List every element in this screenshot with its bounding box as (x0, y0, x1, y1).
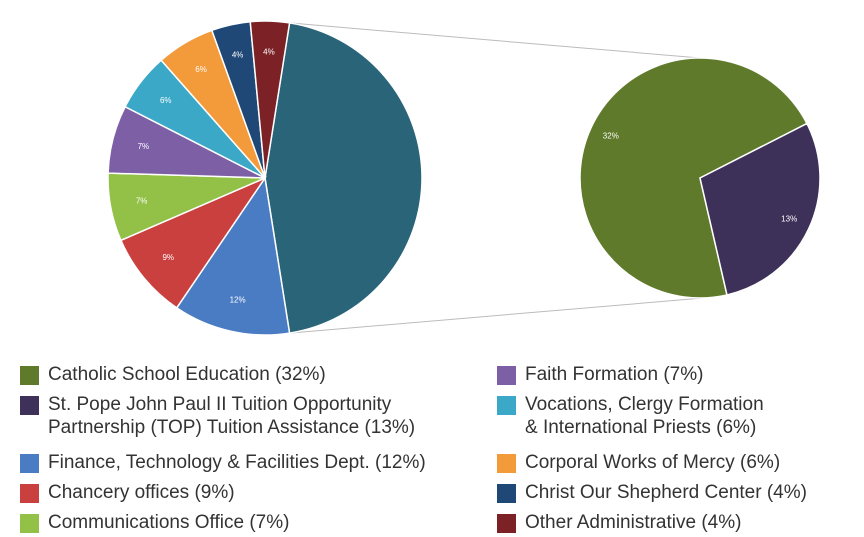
legend-label: Partnership (TOP) Tuition Assistance (13… (48, 417, 415, 438)
slice (579, 57, 808, 299)
slice (175, 176, 291, 336)
slice (119, 176, 268, 309)
connector (289, 22, 701, 59)
slice-label: 4% (232, 51, 244, 60)
slice-label: 4% (263, 48, 275, 57)
legend-swatch (497, 514, 516, 533)
slice (699, 122, 821, 296)
slice-label: 7% (136, 197, 148, 206)
legend-label: Faith Formation (7%) (525, 364, 703, 385)
combined-slice (264, 22, 423, 334)
legend-swatch (20, 366, 39, 385)
legend-label: Communications Office (7%) (48, 512, 289, 533)
legend-swatch (497, 454, 516, 473)
legend-label: Catholic School Education (32%) (48, 364, 326, 385)
slice-label: 13% (781, 215, 797, 224)
legend-label: & International Priests (6%) (525, 417, 756, 438)
slice-label: 6% (160, 96, 172, 105)
connector (289, 296, 716, 334)
slice-label: 9% (162, 253, 174, 262)
legend-swatch (497, 484, 516, 503)
legend-swatch (20, 396, 39, 415)
slice-label: 12% (230, 296, 246, 305)
legend-swatch (497, 366, 516, 385)
legend-label: Other Administrative (4%) (525, 512, 741, 533)
legend-label: Finance, Technology & Facilities Dept. (… (48, 452, 426, 473)
legend-label: Christ Our Shepherd Center (4%) (525, 482, 807, 503)
slice-label: 7% (138, 142, 150, 151)
legend-swatch (20, 454, 39, 473)
legend-swatch (20, 484, 39, 503)
slice-label: 6% (195, 65, 207, 74)
legend-swatch (497, 396, 516, 415)
legend-swatch (20, 514, 39, 533)
legend-label: Vocations, Clergy Formation (525, 394, 764, 415)
slice-label: 32% (603, 132, 619, 141)
legend-label: Chancery offices (9%) (48, 482, 235, 503)
legend-label: St. Pope John Paul II Tuition Opportunit… (48, 394, 392, 415)
legend-label: Corporal Works of Mercy (6%) (525, 452, 780, 473)
slice (249, 20, 291, 179)
